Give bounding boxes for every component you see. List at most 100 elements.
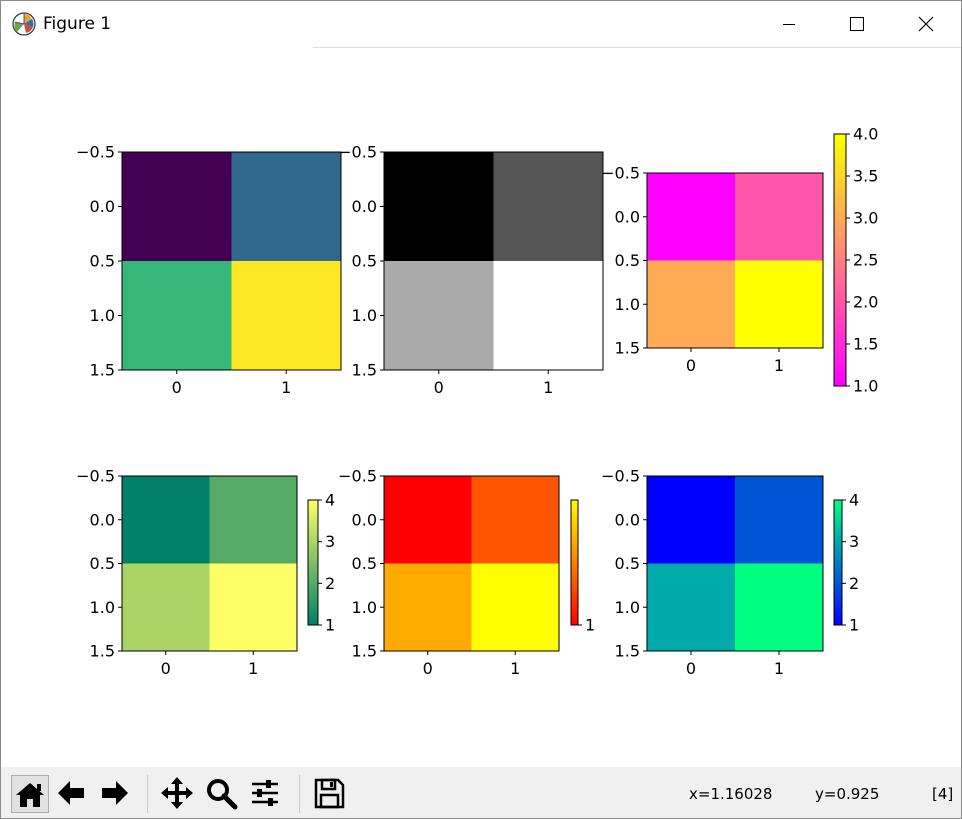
x-tick-label: 1: [248, 659, 258, 678]
toolbar-separator: [299, 775, 300, 813]
y-tick-label: 1.5: [90, 361, 115, 380]
y-tick-label: 0.0: [615, 207, 640, 226]
zoom-button[interactable]: [203, 775, 241, 813]
y-tick-label: 0.0: [352, 197, 377, 216]
image-cell: [493, 152, 604, 262]
colorbar-gradient: [307, 499, 319, 626]
colorbar: 1: [570, 499, 595, 635]
x-tick-label: 0: [434, 378, 444, 397]
home-button[interactable]: [11, 775, 49, 813]
y-tick-label: −0.5: [601, 164, 640, 183]
image-cell: [735, 476, 824, 564]
figure-canvas[interactable]: −0.5 0.0 0.5 1.0 1.5 0 1 −0.5 0.0 0.5 1.0 1.5 0 1 −0.5…: [1, 48, 961, 766]
minimize-button[interactable]: [755, 1, 823, 47]
x-tick-label: 1: [543, 378, 553, 397]
move-icon: [161, 777, 193, 809]
y-tick-label: 0.5: [90, 252, 115, 271]
arrow-right-icon: [102, 781, 128, 805]
x-tick-label: 0: [161, 659, 171, 678]
y-tick-label: 1.0: [90, 598, 115, 617]
colorbar-tick-label: 1: [585, 616, 595, 635]
image-cell: [735, 260, 824, 349]
image-cell: [384, 563, 472, 652]
back-button[interactable]: [53, 775, 91, 813]
y-tick-label: −0.5: [76, 143, 115, 162]
y-tick-label: 1.0: [352, 598, 377, 617]
colorbar-tick-label: 4.0: [853, 125, 878, 144]
colorbar-tick-label: 2: [325, 574, 335, 593]
y-coordinate-readout: y=0.925: [815, 785, 880, 803]
arrow-left-icon: [58, 781, 84, 805]
colorbar-tick-label: 3.0: [853, 209, 878, 228]
y-tick-label: 1.0: [615, 295, 640, 314]
colorbar-tick-label: 3: [325, 532, 335, 551]
image-cell: [231, 152, 342, 262]
pan-button[interactable]: [159, 775, 197, 813]
x-tick-label: 0: [686, 659, 696, 678]
colorbar-tick-label: 4: [849, 491, 859, 510]
colorbar: 1.0 1.5 2.0 2.5 3.0 3.5 4.0: [833, 125, 878, 396]
maximize-button[interactable]: [823, 1, 891, 47]
subplot-3-spring: −0.5 0.0 0.5 1.0 1.5 0 1 1.0 1.5 2.0 2.5 3.0 3.5 4.0: [601, 125, 878, 396]
y-tick-label: 1.0: [90, 306, 115, 325]
minimize-icon: [783, 24, 795, 25]
colorbar-tick-label: 2.0: [853, 293, 878, 312]
y-tick-label: 1.5: [352, 361, 377, 380]
x-tick-label: 0: [172, 378, 182, 397]
colorbar-tick-label: 2.5: [853, 251, 878, 270]
floppy-disk-icon: [314, 778, 345, 809]
colorbar-tick-label: 1.5: [853, 335, 878, 354]
colorbar-tick-label: 3.5: [853, 167, 878, 186]
close-button[interactable]: [891, 1, 959, 47]
y-tick-label: −0.5: [338, 143, 377, 162]
image-cell: [122, 563, 210, 652]
x-tick-label: 1: [774, 659, 784, 678]
subplot-1-viridis: −0.5 0.0 0.5 1.0 1.5 0 1: [76, 143, 342, 397]
image-cell: [647, 260, 736, 349]
x-coordinate-readout: x=1.16028: [689, 785, 773, 803]
image-cell: [209, 476, 298, 564]
image-cell: [735, 563, 824, 652]
image-cell: [122, 261, 232, 371]
y-tick-label: 0.5: [352, 252, 377, 271]
subplot-6-winter: −0.5 0.0 0.5 1.0 1.5 0 1 1 2 3 4: [601, 467, 859, 679]
y-tick-label: 1.0: [615, 598, 640, 617]
image-cell: [209, 563, 298, 652]
y-tick-label: 0.0: [615, 510, 640, 529]
x-tick-label: 0: [423, 659, 433, 678]
title-bar: Figure 1: [1, 1, 961, 47]
image-cell: [384, 261, 494, 371]
colorbar-tick-label: 1: [325, 616, 335, 635]
colorbar-gradient: [833, 499, 843, 626]
y-tick-label: 1.5: [615, 339, 640, 358]
image-cell: [231, 261, 342, 371]
subplot-2-gray: −0.5 0.0 0.5 1.0 1.5 0 1: [338, 143, 604, 397]
colorbar-gradient: [833, 133, 847, 387]
subplots-button[interactable]: [247, 775, 285, 813]
close-icon: [918, 16, 934, 32]
image-cell: [735, 173, 824, 261]
y-tick-label: 1.5: [352, 642, 377, 661]
colorbar-tick-label: 4: [325, 491, 335, 510]
y-tick-label: 0.0: [90, 510, 115, 529]
image-cell: [122, 476, 210, 564]
title-divider: [313, 47, 961, 48]
save-button[interactable]: [311, 775, 349, 813]
y-tick-label: −0.5: [76, 467, 115, 486]
maximize-icon: [850, 17, 864, 31]
y-tick-label: 0.0: [90, 197, 115, 216]
x-tick-label: 1: [774, 356, 784, 375]
y-tick-label: 0.5: [352, 554, 377, 573]
y-tick-label: 0.0: [352, 510, 377, 529]
y-tick-label: −0.5: [338, 467, 377, 486]
forward-button[interactable]: [97, 775, 135, 813]
colorbar: 1 2 3 4: [307, 491, 335, 635]
colorbar-tick-label: 1: [849, 616, 859, 635]
sliders-icon: [252, 780, 278, 806]
y-tick-label: 0.5: [90, 554, 115, 573]
matplotlib-logo-icon: [12, 12, 36, 36]
toolbar-separator: [147, 775, 148, 813]
magnifier-icon: [207, 779, 238, 810]
pixel-value-readout: [4]: [932, 785, 954, 803]
